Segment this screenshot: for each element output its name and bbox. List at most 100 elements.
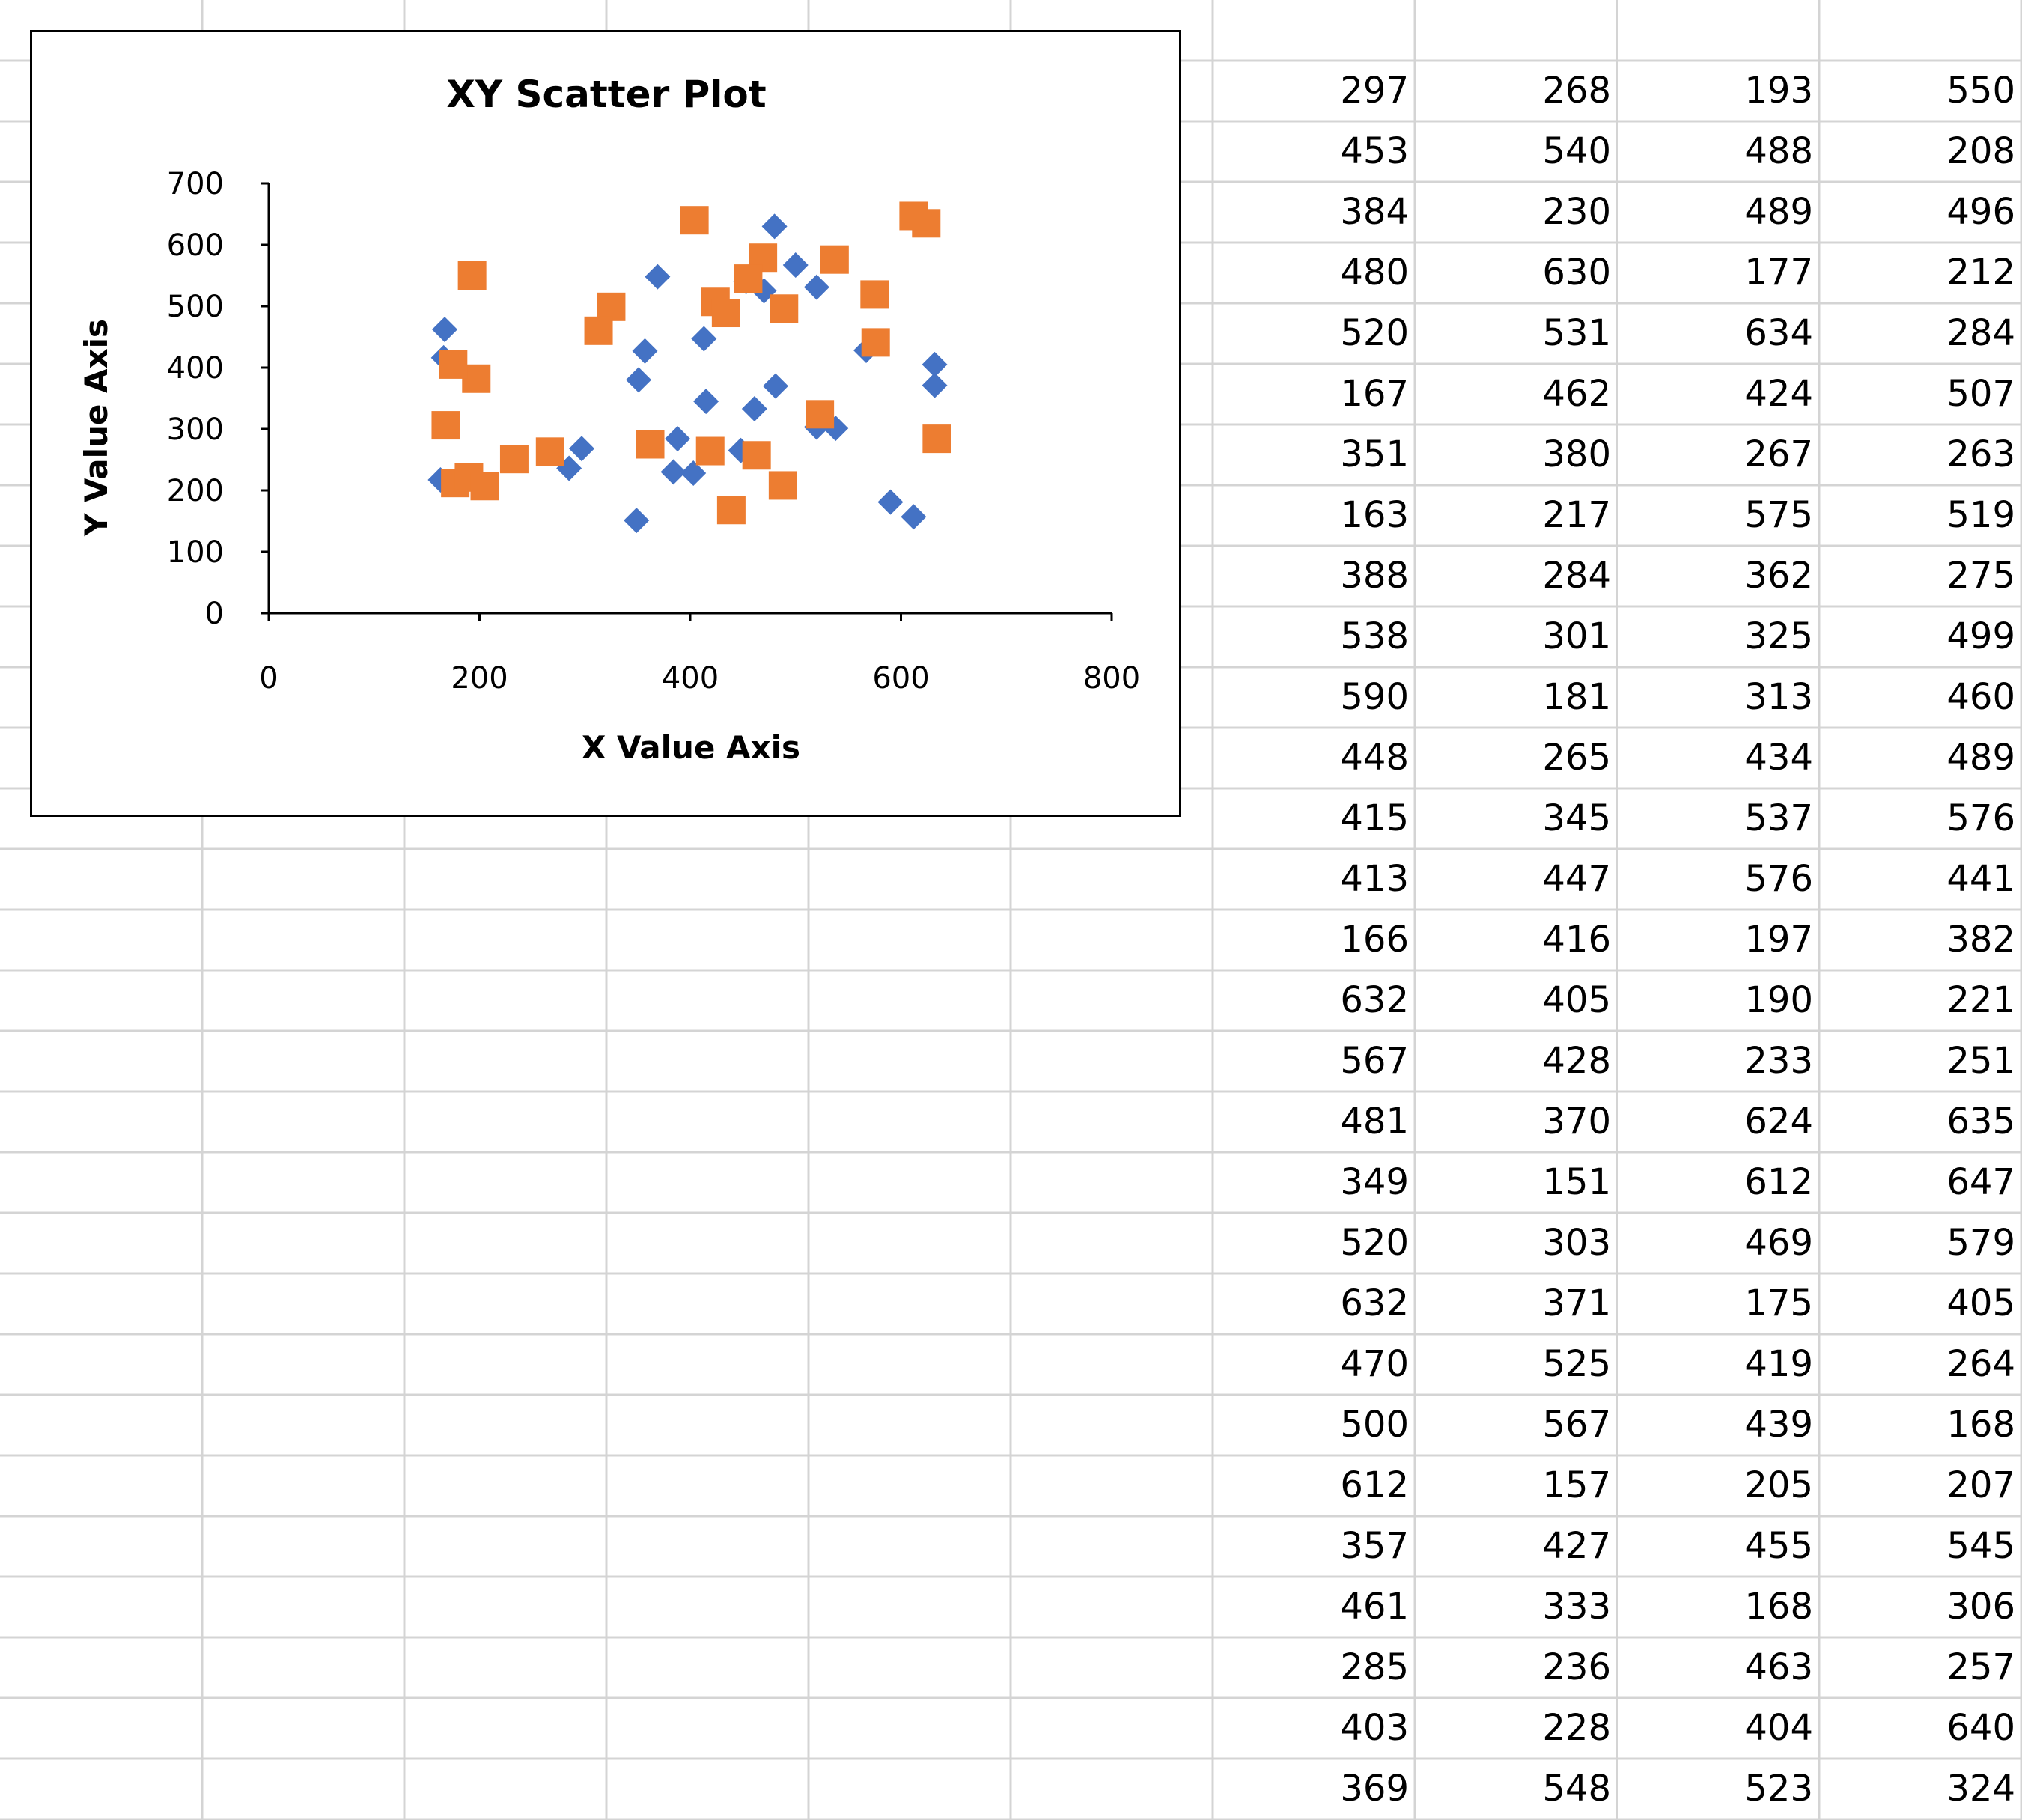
cell-I-14[interactable]: 576 [1744, 858, 1813, 900]
cell-J-5[interactable]: 284 [1946, 312, 2015, 354]
cell-H-19[interactable]: 151 [1542, 1161, 1611, 1203]
cell-H-13[interactable]: 345 [1542, 797, 1611, 839]
cell-J-26[interactable]: 306 [1946, 1586, 2015, 1628]
cell-H-15[interactable]: 416 [1542, 919, 1611, 961]
cell-H-24[interactable]: 157 [1542, 1464, 1611, 1506]
cell-H-1[interactable]: 268 [1542, 70, 1611, 112]
cell-G-4[interactable]: 480 [1340, 252, 1409, 293]
cell-H-4[interactable]: 630 [1542, 252, 1611, 293]
cell-G-2[interactable]: 453 [1340, 130, 1409, 172]
cell-I-11[interactable]: 313 [1744, 676, 1813, 718]
cell-J-27[interactable]: 257 [1946, 1646, 2015, 1688]
cell-G-20[interactable]: 520 [1340, 1222, 1409, 1264]
cell-H-8[interactable]: 217 [1542, 494, 1611, 536]
cell-G-17[interactable]: 567 [1340, 1040, 1409, 1082]
cell-J-4[interactable]: 212 [1946, 252, 2015, 293]
cell-H-2[interactable]: 540 [1542, 130, 1611, 172]
cell-J-25[interactable]: 545 [1946, 1525, 2015, 1567]
cell-J-15[interactable]: 382 [1946, 919, 2015, 961]
cell-G-19[interactable]: 349 [1340, 1161, 1409, 1203]
cell-H-23[interactable]: 567 [1542, 1404, 1611, 1446]
cell-J-9[interactable]: 275 [1946, 555, 2015, 597]
cell-I-21[interactable]: 175 [1744, 1282, 1813, 1324]
cell-J-6[interactable]: 507 [1946, 373, 2015, 415]
cell-J-29[interactable]: 324 [1946, 1768, 2015, 1810]
cell-H-7[interactable]: 380 [1542, 433, 1611, 475]
cell-G-8[interactable]: 163 [1340, 494, 1409, 536]
cell-G-11[interactable]: 590 [1340, 676, 1409, 718]
cell-G-22[interactable]: 470 [1340, 1343, 1409, 1385]
cell-G-26[interactable]: 461 [1340, 1586, 1409, 1628]
cell-J-3[interactable]: 496 [1946, 191, 2015, 233]
cell-H-3[interactable]: 230 [1542, 191, 1611, 233]
cell-J-7[interactable]: 263 [1946, 433, 2015, 475]
cell-I-4[interactable]: 177 [1744, 252, 1813, 293]
cell-H-5[interactable]: 531 [1542, 312, 1611, 354]
cell-H-27[interactable]: 236 [1542, 1646, 1611, 1688]
cell-G-9[interactable]: 388 [1340, 555, 1409, 597]
cell-H-16[interactable]: 405 [1542, 979, 1611, 1021]
cell-G-25[interactable]: 357 [1340, 1525, 1409, 1567]
cell-G-5[interactable]: 520 [1340, 312, 1409, 354]
cell-I-13[interactable]: 537 [1744, 797, 1813, 839]
cell-I-2[interactable]: 488 [1744, 130, 1813, 172]
cell-J-12[interactable]: 489 [1946, 737, 2015, 779]
cell-J-28[interactable]: 640 [1946, 1707, 2015, 1749]
cell-H-9[interactable]: 284 [1542, 555, 1611, 597]
cell-I-23[interactable]: 439 [1744, 1404, 1813, 1446]
cell-J-19[interactable]: 647 [1946, 1161, 2015, 1203]
cell-H-12[interactable]: 265 [1542, 737, 1611, 779]
cell-J-14[interactable]: 441 [1946, 858, 2015, 900]
cell-J-10[interactable]: 499 [1946, 615, 2015, 657]
cell-I-22[interactable]: 419 [1744, 1343, 1813, 1385]
cell-I-19[interactable]: 612 [1744, 1161, 1813, 1203]
cell-G-23[interactable]: 500 [1340, 1404, 1409, 1446]
cell-I-28[interactable]: 404 [1744, 1707, 1813, 1749]
cell-G-28[interactable]: 403 [1340, 1707, 1409, 1749]
cell-I-5[interactable]: 634 [1744, 312, 1813, 354]
cell-I-15[interactable]: 197 [1744, 919, 1813, 961]
cell-G-24[interactable]: 612 [1340, 1464, 1409, 1506]
cell-I-26[interactable]: 168 [1744, 1586, 1813, 1628]
cell-G-21[interactable]: 632 [1340, 1282, 1409, 1324]
cell-H-21[interactable]: 371 [1542, 1282, 1611, 1324]
cell-H-20[interactable]: 303 [1542, 1222, 1611, 1264]
cell-I-18[interactable]: 624 [1744, 1101, 1813, 1142]
scatter-chart[interactable]: XY Scatter Plot Y Value Axis X Value Axi… [30, 30, 1181, 817]
cell-I-16[interactable]: 190 [1744, 979, 1813, 1021]
cell-G-16[interactable]: 632 [1340, 979, 1409, 1021]
cell-J-24[interactable]: 207 [1946, 1464, 2015, 1506]
cell-H-10[interactable]: 301 [1542, 615, 1611, 657]
cell-I-29[interactable]: 523 [1744, 1768, 1813, 1810]
cell-I-27[interactable]: 463 [1744, 1646, 1813, 1688]
cell-G-7[interactable]: 351 [1340, 433, 1409, 475]
cell-G-6[interactable]: 167 [1340, 373, 1409, 415]
cell-J-13[interactable]: 576 [1946, 797, 2015, 839]
cell-H-29[interactable]: 548 [1542, 1768, 1611, 1810]
cell-H-25[interactable]: 427 [1542, 1525, 1611, 1567]
cell-H-17[interactable]: 428 [1542, 1040, 1611, 1082]
cell-I-9[interactable]: 362 [1744, 555, 1813, 597]
cell-I-20[interactable]: 469 [1744, 1222, 1813, 1264]
cell-J-8[interactable]: 519 [1946, 494, 2015, 536]
cell-G-15[interactable]: 166 [1340, 919, 1409, 961]
cell-G-1[interactable]: 297 [1340, 70, 1409, 112]
cell-I-1[interactable]: 193 [1744, 70, 1813, 112]
cell-H-18[interactable]: 370 [1542, 1101, 1611, 1142]
cell-G-14[interactable]: 413 [1340, 858, 1409, 900]
cell-I-3[interactable]: 489 [1744, 191, 1813, 233]
cell-J-20[interactable]: 579 [1946, 1222, 2015, 1264]
cell-J-17[interactable]: 251 [1946, 1040, 2015, 1082]
cell-I-10[interactable]: 325 [1744, 615, 1813, 657]
cell-G-27[interactable]: 285 [1340, 1646, 1409, 1688]
cell-J-18[interactable]: 635 [1946, 1101, 2015, 1142]
cell-H-22[interactable]: 525 [1542, 1343, 1611, 1385]
cell-H-26[interactable]: 333 [1542, 1586, 1611, 1628]
cell-G-12[interactable]: 448 [1340, 737, 1409, 779]
cell-J-22[interactable]: 264 [1946, 1343, 2015, 1385]
cell-G-18[interactable]: 481 [1340, 1101, 1409, 1142]
cell-G-13[interactable]: 415 [1340, 797, 1409, 839]
cell-I-8[interactable]: 575 [1744, 494, 1813, 536]
cell-H-14[interactable]: 447 [1542, 858, 1611, 900]
cell-I-6[interactable]: 424 [1744, 373, 1813, 415]
